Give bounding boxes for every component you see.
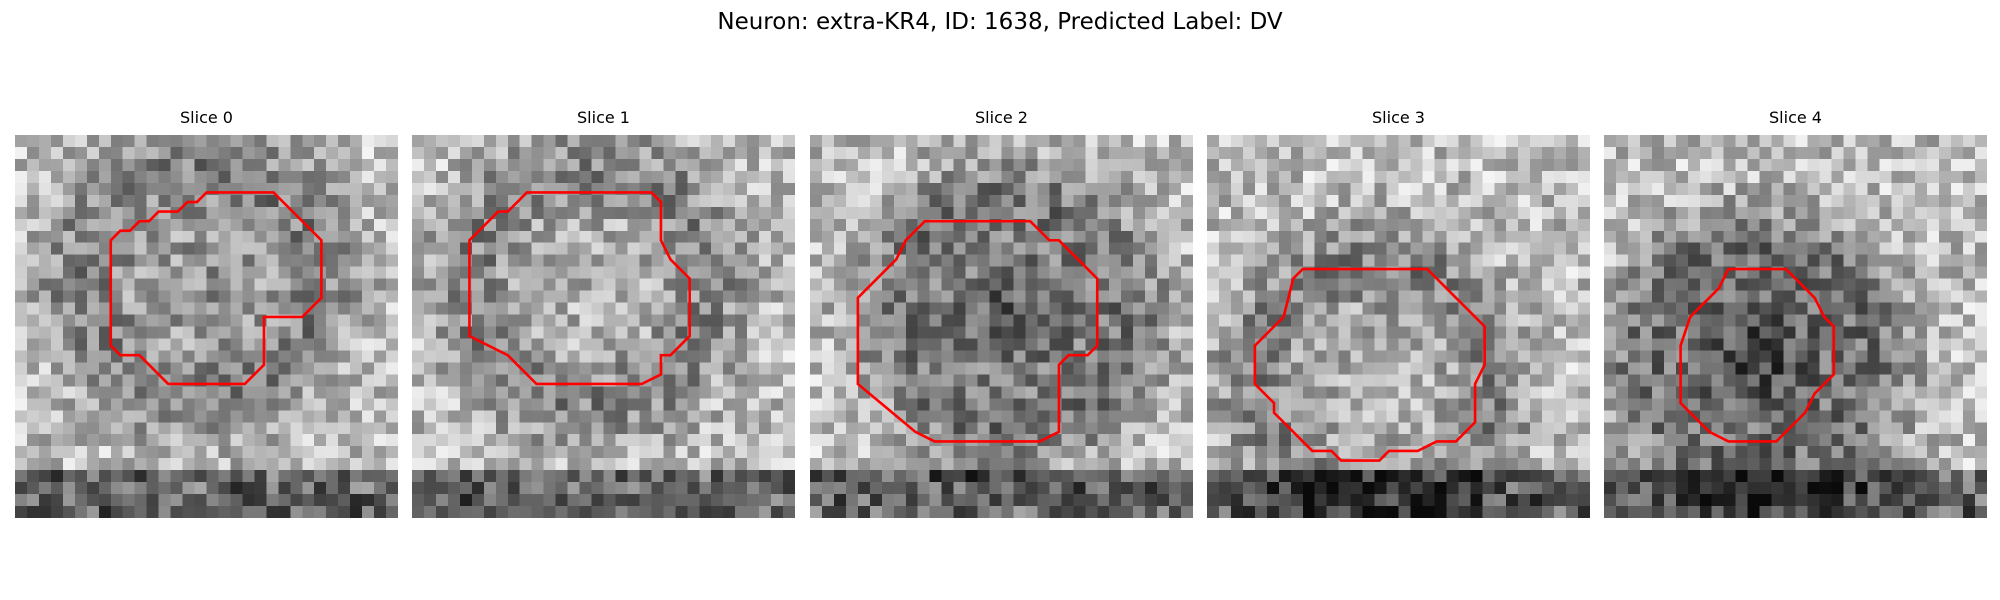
slice-title-1: Slice 1	[577, 108, 630, 127]
slice-title-4: Slice 4	[1769, 108, 1822, 127]
figure-title: Neuron: extra-KR4, ID: 1638, Predicted L…	[717, 9, 1283, 35]
slice-image-3	[1207, 135, 1590, 518]
slice-image-1	[412, 135, 795, 518]
slice-panel-2: Slice 2	[810, 108, 1193, 518]
slice-panel-1: Slice 1	[412, 108, 795, 518]
contour-outline-2	[856, 219, 1099, 443]
slice-title-3: Slice 3	[1372, 108, 1425, 127]
contour-outline-4	[1679, 267, 1836, 443]
slice-image-4	[1604, 135, 1987, 518]
slice-title-0: Slice 0	[180, 108, 233, 127]
slice-panel-3: Slice 3	[1207, 108, 1590, 518]
slice-panel-0: Slice 0	[15, 108, 398, 518]
slice-image-2	[810, 135, 1193, 518]
slice-title-2: Slice 2	[975, 108, 1028, 127]
contour-outline-3	[1253, 267, 1486, 462]
slice-panel-4: Slice 4	[1604, 108, 1987, 518]
slice-image-0	[15, 135, 398, 518]
contour-outline-1	[468, 191, 691, 386]
contour-outline-0	[109, 191, 323, 386]
